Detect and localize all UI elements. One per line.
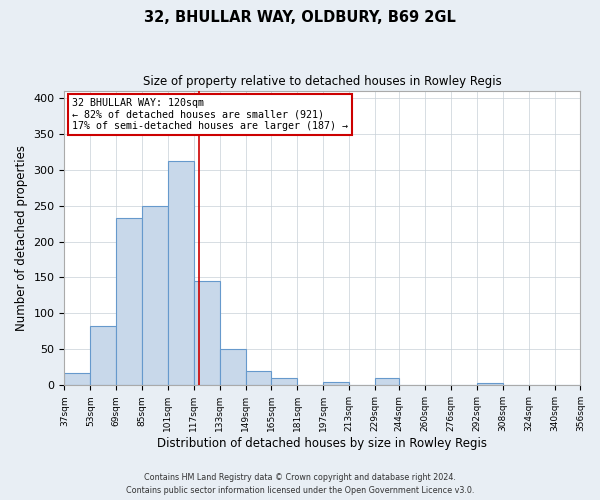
Bar (194, 281, 220, 386)
X-axis label: Distribution of detached houses by size in Rowley Regis: Distribution of detached houses by size … (157, 437, 487, 450)
Text: 32 BHULLAR WAY: 120sqm
← 82% of detached houses are smaller (921)
17% of semi-de: 32 BHULLAR WAY: 120sqm ← 82% of detached… (72, 98, 348, 131)
Bar (375, 378, 399, 386)
Bar (168, 161, 194, 386)
Title: Size of property relative to detached houses in Rowley Regis: Size of property relative to detached ho… (143, 75, 502, 88)
Bar (323, 382, 349, 386)
Bar (271, 378, 298, 386)
Bar (477, 383, 503, 386)
Bar (220, 350, 245, 386)
Bar (116, 218, 142, 386)
Text: Contains HM Land Registry data © Crown copyright and database right 2024.
Contai: Contains HM Land Registry data © Crown c… (126, 474, 474, 495)
Y-axis label: Number of detached properties: Number of detached properties (15, 145, 28, 331)
Bar (64, 373, 90, 386)
Bar (142, 206, 168, 386)
Bar (90, 326, 116, 386)
Text: 32, BHULLAR WAY, OLDBURY, B69 2GL: 32, BHULLAR WAY, OLDBURY, B69 2GL (144, 10, 456, 25)
Bar (245, 371, 271, 386)
